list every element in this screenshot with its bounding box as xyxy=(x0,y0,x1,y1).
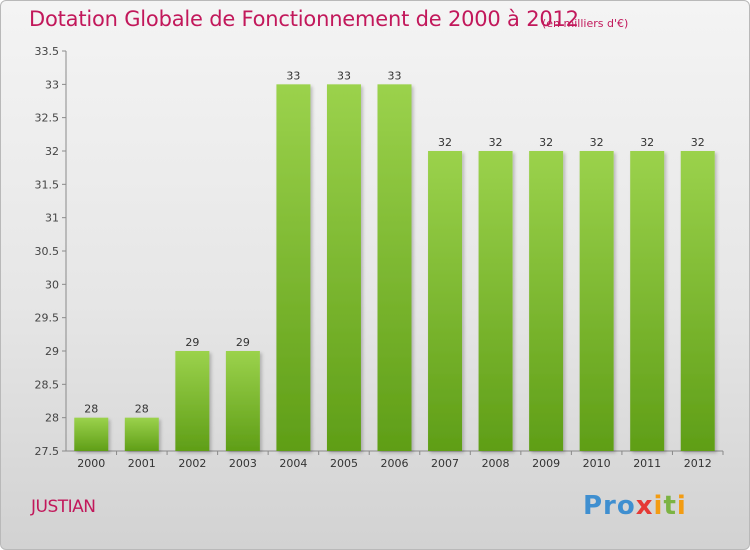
bar xyxy=(124,417,159,451)
bar xyxy=(478,151,513,451)
x-tick-label: 2011 xyxy=(633,457,661,470)
bar xyxy=(630,151,665,451)
data-label: 29 xyxy=(185,336,199,349)
logo-part: i xyxy=(653,491,664,521)
data-label: 28 xyxy=(135,403,149,416)
x-tick-label: 2001 xyxy=(128,457,156,470)
bar xyxy=(428,151,463,451)
data-label: 33 xyxy=(388,69,402,82)
data-label: 32 xyxy=(539,136,553,149)
data-label: 32 xyxy=(640,136,654,149)
x-tick-label: 2005 xyxy=(330,457,358,470)
x-tick-label: 2009 xyxy=(532,457,560,470)
x-tick-label: 2008 xyxy=(482,457,510,470)
bar xyxy=(377,84,412,451)
axes: 27.5 28 28.5 29 29.5 30 30.5 31 31.5 32 32.5 33 33.5… xyxy=(35,45,724,470)
bar xyxy=(579,151,614,451)
proxiti-logo[interactable]: Proxiti xyxy=(583,491,687,521)
x-tick-label: 2000 xyxy=(77,457,105,470)
x-tick-label: 2003 xyxy=(229,457,257,470)
y-tick-label: 30.5 xyxy=(35,245,60,258)
y-tick-label: 29 xyxy=(45,345,59,358)
logo-part: Pro xyxy=(583,491,636,521)
bars xyxy=(74,84,715,451)
y-tick-label: 33.5 xyxy=(35,45,60,58)
y-tick-label: 33 xyxy=(45,78,59,91)
y-tick-label: 31.5 xyxy=(35,178,60,191)
bar xyxy=(529,151,564,451)
data-label: 32 xyxy=(489,136,503,149)
y-tick-label: 28 xyxy=(45,412,59,425)
y-tick-label: 27.5 xyxy=(35,445,60,458)
bar xyxy=(175,351,210,451)
data-label: 32 xyxy=(438,136,452,149)
chart-title: Dotation Globale de Fonctionnement de 20… xyxy=(29,7,579,31)
x-tick-label: 2012 xyxy=(684,457,712,470)
logo-part: i xyxy=(676,491,687,521)
data-label: 33 xyxy=(337,69,351,82)
y-tick-label: 28.5 xyxy=(35,378,60,391)
x-tick-label: 2002 xyxy=(178,457,206,470)
data-label: 32 xyxy=(691,136,705,149)
y-tick-label: 29.5 xyxy=(35,312,60,325)
logo-part: t xyxy=(663,491,677,521)
y-tick-label: 32 xyxy=(45,145,59,158)
bar xyxy=(326,84,361,451)
data-labels: 28 28 29 29 33 33 33 32 32 32 32 32 32 xyxy=(84,69,704,415)
y-tick-label: 30 xyxy=(45,278,59,291)
x-tick-label: 2006 xyxy=(381,457,409,470)
data-label: 33 xyxy=(286,69,300,82)
y-tick-label: 32.5 xyxy=(35,112,60,125)
x-tick-label: 2010 xyxy=(583,457,611,470)
data-label: 29 xyxy=(236,336,250,349)
x-tick-label: 2007 xyxy=(431,457,459,470)
bar xyxy=(680,151,715,451)
commune-name: JUSTIAN xyxy=(31,497,96,517)
data-label: 32 xyxy=(590,136,604,149)
logo-part: x xyxy=(635,491,654,521)
y-tick-label: 31 xyxy=(45,212,59,225)
chart-unit-label: (en milliers d'€) xyxy=(542,17,629,30)
bar xyxy=(74,417,109,451)
bar xyxy=(276,84,311,451)
x-tick-label: 2004 xyxy=(279,457,307,470)
bar xyxy=(225,351,260,451)
data-label: 28 xyxy=(84,403,98,416)
